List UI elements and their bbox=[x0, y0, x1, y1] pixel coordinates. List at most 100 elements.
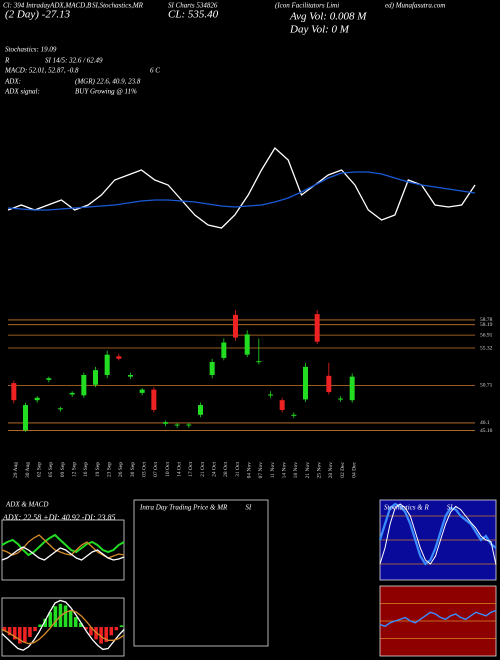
candle-body bbox=[221, 342, 227, 358]
candle-body bbox=[163, 422, 168, 424]
panel-title: Stochastics & R bbox=[384, 504, 429, 512]
candle-body bbox=[93, 370, 98, 385]
histogram-bar bbox=[48, 612, 53, 627]
series-line bbox=[379, 609, 497, 628]
candle-body bbox=[198, 405, 203, 415]
x-tick-label: 24 Oct bbox=[211, 462, 217, 477]
y-tick-label: 58.78 bbox=[480, 317, 493, 323]
candle-body bbox=[233, 314, 238, 338]
x-tick-label: 02 Sep bbox=[36, 462, 42, 477]
histogram-bar bbox=[53, 606, 58, 627]
header-text: SI,Stochastics,MR bbox=[92, 2, 144, 10]
y-tick-label: 46.1 bbox=[480, 420, 490, 426]
y-tick-label: 56.91 bbox=[480, 332, 493, 338]
x-tick-label: 11 Nov bbox=[270, 462, 276, 478]
x-tick-label: 21 Oct bbox=[200, 462, 206, 477]
x-tick-label: 17 Oct bbox=[188, 462, 194, 477]
histogram-bar bbox=[33, 627, 37, 632]
panel-title: Intra Day Trading Price & MR bbox=[139, 504, 228, 512]
histogram-bar bbox=[12, 627, 17, 640]
adx-label: ADX: bbox=[4, 78, 21, 86]
header-text: (Icon Facilitators Limi bbox=[275, 2, 339, 10]
x-tick-label: 14 Oct bbox=[176, 462, 182, 477]
candle-body bbox=[104, 354, 110, 375]
close-price: CL: 535.40 bbox=[168, 9, 219, 21]
adx-value: (MGR) 22.6, 40.9, 23.8 bbox=[75, 78, 141, 86]
candle-body bbox=[338, 398, 343, 400]
series-line bbox=[7, 146, 476, 229]
histogram-bar bbox=[119, 625, 124, 627]
x-tick-label: 07 Oct bbox=[153, 462, 159, 477]
x-tick-label: 07 Nov bbox=[258, 462, 264, 479]
day-volume: Day Vol: 0 M bbox=[289, 24, 350, 36]
candle-body bbox=[23, 405, 28, 431]
y-tick-label: 55.32 bbox=[480, 345, 493, 351]
x-tick-label: 21 Nov bbox=[305, 462, 311, 479]
x-tick-label: 26 Sep bbox=[118, 462, 124, 477]
candle-body bbox=[303, 366, 308, 400]
y-tick-label: 50.71 bbox=[480, 383, 493, 389]
x-tick-label: 04 Dec bbox=[351, 461, 357, 477]
histogram-bar bbox=[114, 627, 119, 631]
series-line bbox=[1, 534, 125, 559]
histogram-bar bbox=[63, 605, 68, 627]
rsi-label: R bbox=[4, 57, 10, 65]
candle-body bbox=[174, 424, 180, 426]
x-tick-label: 19 Sep bbox=[95, 462, 101, 477]
panel-subtitle: ADX: 22.58 +DI: 40.92 -DI: 23.85 bbox=[2, 513, 116, 522]
histogram-bar bbox=[18, 627, 22, 644]
candle-body bbox=[139, 389, 145, 393]
candle-body bbox=[268, 394, 273, 396]
candle-body bbox=[314, 314, 320, 342]
candle-body bbox=[81, 375, 87, 396]
candle-body bbox=[58, 408, 63, 410]
series-line bbox=[378, 502, 497, 566]
series-line bbox=[379, 503, 497, 565]
x-tick-label: 30 Aug bbox=[25, 462, 31, 478]
histogram-bar bbox=[94, 627, 98, 640]
panel-title: SI bbox=[447, 504, 454, 512]
candle-body bbox=[349, 376, 355, 401]
histogram-bar bbox=[73, 617, 78, 627]
adx-signal-label: ADX signal: bbox=[4, 88, 40, 96]
candle-body bbox=[11, 383, 17, 401]
histogram-bar bbox=[2, 627, 7, 632]
histogram-bar bbox=[23, 627, 27, 642]
candle-body bbox=[128, 375, 133, 377]
histogram-bar bbox=[43, 618, 47, 627]
histogram-bar bbox=[99, 627, 103, 644]
panel-frame bbox=[1, 597, 125, 657]
series-line bbox=[1, 599, 125, 651]
histogram-bar bbox=[7, 627, 12, 636]
candle-body bbox=[256, 361, 262, 363]
candle-body bbox=[69, 392, 75, 395]
rsi-value: SI 14/5: 32.6 / 62.49 bbox=[45, 57, 103, 65]
series-line bbox=[7, 171, 476, 211]
macd-value: 6 C bbox=[150, 67, 160, 75]
x-tick-label: 03 Oct bbox=[141, 462, 147, 477]
candle-body bbox=[116, 356, 122, 359]
x-tick-label: 10 Oct bbox=[165, 462, 171, 477]
header-text: (2 Day) -27.13 bbox=[5, 9, 71, 21]
x-tick-label: 14 Nov bbox=[281, 462, 287, 479]
candle-body bbox=[291, 414, 297, 416]
histogram-bar bbox=[28, 627, 32, 637]
candle-body bbox=[151, 389, 157, 410]
candle-body bbox=[279, 400, 285, 410]
header-text: SI Charts 534826 bbox=[168, 2, 218, 10]
candle-body bbox=[209, 362, 215, 375]
candle-body bbox=[244, 334, 250, 355]
x-tick-label: 28 Nov bbox=[328, 462, 334, 479]
x-tick-label: 16 Sep bbox=[83, 462, 89, 477]
x-tick-label: 31 Oct bbox=[235, 462, 241, 477]
histogram-bar bbox=[109, 627, 114, 636]
histogram-bar bbox=[89, 627, 93, 636]
candle-body bbox=[186, 424, 192, 426]
series-line bbox=[1, 609, 125, 645]
candle-body bbox=[326, 375, 332, 393]
x-tick-label: 18 Nov bbox=[293, 462, 299, 479]
histogram-bar bbox=[104, 627, 108, 642]
series-line bbox=[1, 546, 125, 561]
